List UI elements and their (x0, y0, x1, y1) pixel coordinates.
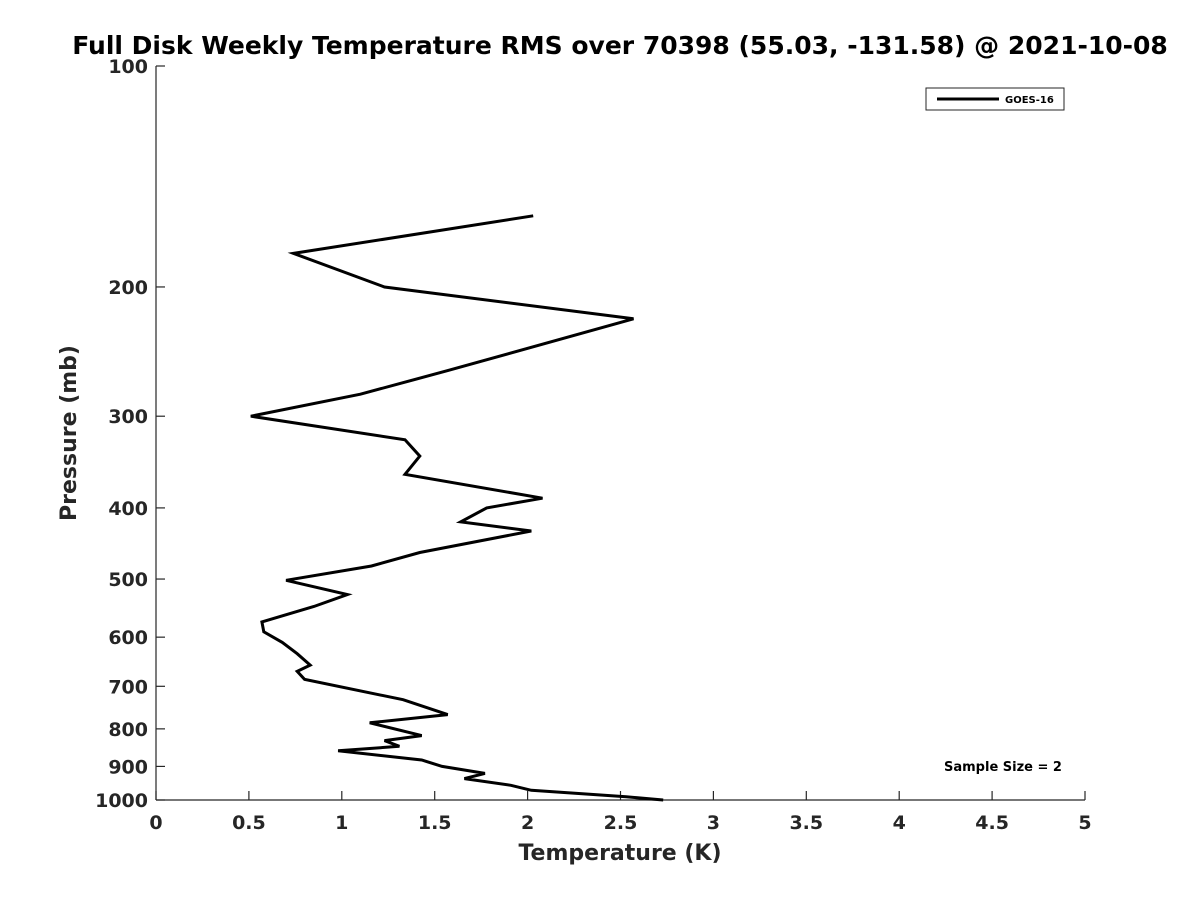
x-tick-label: 1.5 (418, 812, 452, 834)
y-tick-label: 100 (108, 56, 148, 78)
y-tick-label: 500 (108, 569, 148, 591)
chart-title: Full Disk Weekly Temperature RMS over 70… (72, 31, 1168, 60)
series-layer (250, 214, 664, 802)
x-axis-label: Temperature (K) (518, 841, 721, 866)
x-ticks: 0 0.5 1 1.5 2 2.5 3 3.5 4 4.5 5 (149, 791, 1092, 834)
y-tick-label: 600 (108, 627, 148, 649)
x-tick-label: 5 (1078, 812, 1091, 834)
x-tick-label: 1 (335, 812, 348, 834)
x-tick-label: 2 (521, 812, 534, 834)
axes (155, 66, 1085, 801)
x-tick-label: 2.5 (604, 812, 638, 834)
x-tick-label: 4.5 (975, 812, 1009, 834)
y-tick-label: 800 (108, 719, 148, 741)
y-tick-label: 300 (108, 406, 148, 428)
y-tick-label: 400 (108, 498, 148, 520)
x-tick-label: 4 (893, 812, 906, 834)
y-axis-label: Pressure (mb) (57, 345, 82, 521)
y-tick-label: 700 (108, 676, 148, 698)
x-tick-label: 0.5 (232, 812, 266, 834)
x-tick-label: 0 (149, 812, 162, 834)
y-ticks: 100 200 300 400 500 600 700 800 900 1000 (95, 56, 165, 812)
y-tick-label: 1000 (95, 790, 148, 812)
x-tick-label: 3 (707, 812, 720, 834)
y-tick-label: 900 (108, 756, 148, 778)
legend-label-goes-16: GOES-16 (1005, 95, 1054, 106)
sample-size-annotation: Sample Size = 2 (944, 760, 1062, 775)
legend: GOES-16 (925, 87, 1065, 111)
series-line-goes-16 (250, 214, 664, 802)
y-tick-label: 200 (108, 277, 148, 299)
x-tick-label: 3.5 (789, 812, 823, 834)
